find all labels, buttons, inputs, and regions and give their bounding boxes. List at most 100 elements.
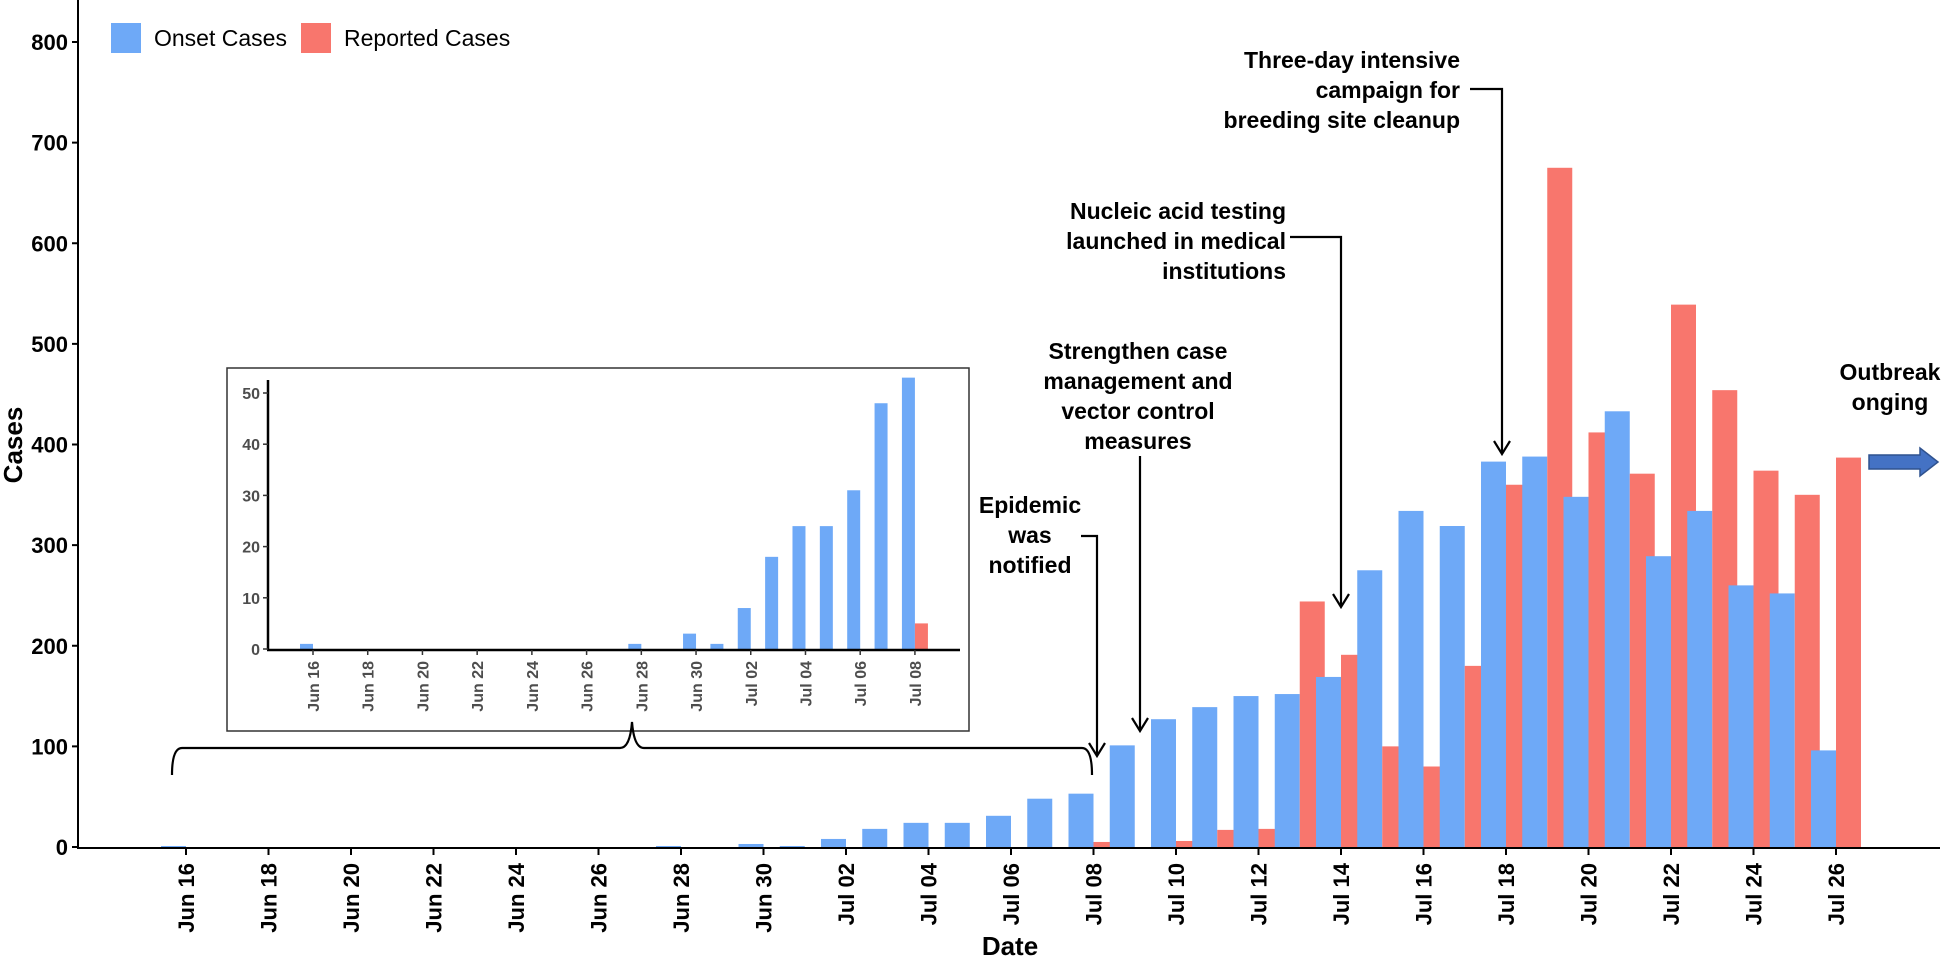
legend-label-onset: Onset Cases xyxy=(154,25,287,51)
bar-onset-jul-08 xyxy=(1068,793,1094,847)
bar-onset-jul-10 xyxy=(1151,719,1176,847)
inset-y-tick-label: 30 xyxy=(242,488,260,505)
bar-onset-jul-13 xyxy=(1274,694,1300,847)
bar-onset-jul-02 xyxy=(821,838,846,847)
inset-x-tick-label: Jul 08 xyxy=(908,661,925,706)
inset-bar-onset-jul-08 xyxy=(901,377,915,649)
inset-y-tick-label: 0 xyxy=(251,642,260,659)
inset-bar-onset-jul-06 xyxy=(847,490,861,649)
x-axis-title: Date xyxy=(982,931,1038,956)
inset-x-tick-label: Jun 28 xyxy=(634,661,651,712)
inset-bar-onset-jul-01 xyxy=(710,643,724,649)
legend-label-reported: Reported Cases xyxy=(344,25,510,51)
bar-onset-jul-16 xyxy=(1398,510,1424,847)
bar-onset-jul-04 xyxy=(903,822,929,847)
inset-x-tick-label: Jun 18 xyxy=(361,661,378,712)
x-tick-label: Jun 28 xyxy=(669,863,694,933)
annotation-strengthen-measures: Strengthen case management and vector cont… xyxy=(1043,338,1232,454)
brace xyxy=(170,721,1094,776)
bar-onset-jul-14 xyxy=(1316,676,1341,847)
y-tick-label: 700 xyxy=(31,131,68,156)
inset-x-tick-label: Jun 24 xyxy=(525,661,542,712)
bar-onset-jul-11 xyxy=(1192,707,1218,847)
inset-bar-onset-jun-16 xyxy=(300,643,313,649)
x-tick-label: Jul 10 xyxy=(1164,863,1189,925)
y-tick-label: 200 xyxy=(31,634,68,659)
inset-bar-onset-jun-30 xyxy=(683,633,697,649)
x-tick-label: Jul 02 xyxy=(834,863,859,925)
inset-y-tick-label: 50 xyxy=(242,386,260,403)
bar-reported-jul-08 xyxy=(1093,841,1119,847)
bar-onset-jul-21 xyxy=(1604,411,1630,847)
annotation-line: management and xyxy=(1043,368,1232,394)
annotation-outbreak-ongoing: Outbreak onging xyxy=(1840,359,1941,415)
annotation-line: Outbreak xyxy=(1840,359,1941,385)
x-tick-label: Jun 22 xyxy=(422,863,447,933)
inset-x-tick-label: Jul 04 xyxy=(798,661,815,706)
x-tick-label: Jul 12 xyxy=(1247,863,1272,925)
bar-reported-jul-10 xyxy=(1176,840,1201,847)
annotation-line: notified xyxy=(988,552,1071,578)
arrow-cleanup xyxy=(1493,440,1511,457)
inset-x-tick-label: Jun 26 xyxy=(580,661,597,712)
bar-onset-jul-23 xyxy=(1687,510,1713,847)
bar-onset-jul-19 xyxy=(1522,456,1548,847)
annotation-line: Three-day intensive xyxy=(1244,47,1460,73)
inset-bar-onset-jul-07 xyxy=(874,403,888,649)
x-tick-label: Jun 18 xyxy=(257,863,282,933)
annotation-leader-nucleic xyxy=(1290,235,1343,606)
bar-onset-jul-25 xyxy=(1769,593,1795,847)
bar-onset-jul-03 xyxy=(862,828,888,847)
bar-onset-jun-28 xyxy=(656,845,681,847)
x-tick-label: Jun 26 xyxy=(587,863,612,933)
annotation-line: onging xyxy=(1852,389,1929,415)
arrow-epidemic xyxy=(1088,742,1106,759)
y-axis-title: Cases xyxy=(0,407,28,484)
x-tick-label: Jul 14 xyxy=(1329,862,1354,925)
inset-y-tick-label: 10 xyxy=(242,591,260,608)
y-tick-label: 500 xyxy=(31,332,68,357)
annotation-line: institutions xyxy=(1162,258,1286,284)
bar-onset-jul-17 xyxy=(1439,526,1465,847)
arrow-strengthen xyxy=(1131,717,1149,734)
annotation-leader-cleanup xyxy=(1470,87,1504,453)
bar-onset-jul-22 xyxy=(1646,556,1671,847)
annotation-leader-epidemic xyxy=(1081,534,1099,755)
bar-onset-jun-30 xyxy=(738,843,764,847)
bar-onset-jul-06 xyxy=(986,815,1011,847)
bar-onset-jul-09 xyxy=(1109,745,1135,847)
bar-onset-jul-01 xyxy=(779,845,805,847)
bar-onset-jun-16 xyxy=(161,845,186,847)
inset-bar-onset-jul-03 xyxy=(765,556,779,649)
x-tick-label: Jul 06 xyxy=(999,863,1024,925)
y-tick-label: 800 xyxy=(31,30,68,55)
annotation-line: launched in medical xyxy=(1066,228,1286,254)
y-tick-label: 600 xyxy=(31,231,68,256)
bar-onset-jul-24 xyxy=(1728,585,1754,847)
inset-x-tick-label: Jun 20 xyxy=(415,661,432,712)
inset-x-tick-label: Jun 30 xyxy=(689,661,706,712)
annotation-line: was xyxy=(1007,522,1051,548)
bar-onset-jul-26 xyxy=(1811,750,1836,847)
bar-onset-jul-15 xyxy=(1357,570,1383,847)
inset-y-tick-label: 40 xyxy=(242,437,260,454)
x-tick-label: Jul 08 xyxy=(1082,863,1107,925)
inset-x-tick-label: Jul 02 xyxy=(744,661,761,706)
x-tick-label: Jun 30 xyxy=(752,863,777,933)
x-tick-label: Jun 24 xyxy=(504,862,529,932)
bar-onset-jul-12 xyxy=(1233,696,1259,847)
annotation-epidemic-notified: Epidemic was notified xyxy=(979,492,1081,578)
x-tick-label: Jul 04 xyxy=(917,862,942,925)
x-tick-label: Jun 16 xyxy=(174,863,199,933)
inset-bar-reported-jul-08 xyxy=(914,623,928,649)
inset-bar-onset-jul-04 xyxy=(792,526,806,649)
inset-x-tick-label: Jun 22 xyxy=(470,661,487,712)
bar-reported-jul-26 xyxy=(1836,457,1861,847)
annotation-cleanup-campaign: Three-day intensive campaign for breeding … xyxy=(1224,47,1460,133)
annotation-line: vector control xyxy=(1061,398,1214,424)
bar-onset-jul-18 xyxy=(1481,461,1506,847)
inset-bar-onset-jul-05 xyxy=(819,526,833,649)
bar-onset-jul-07 xyxy=(1027,798,1053,847)
